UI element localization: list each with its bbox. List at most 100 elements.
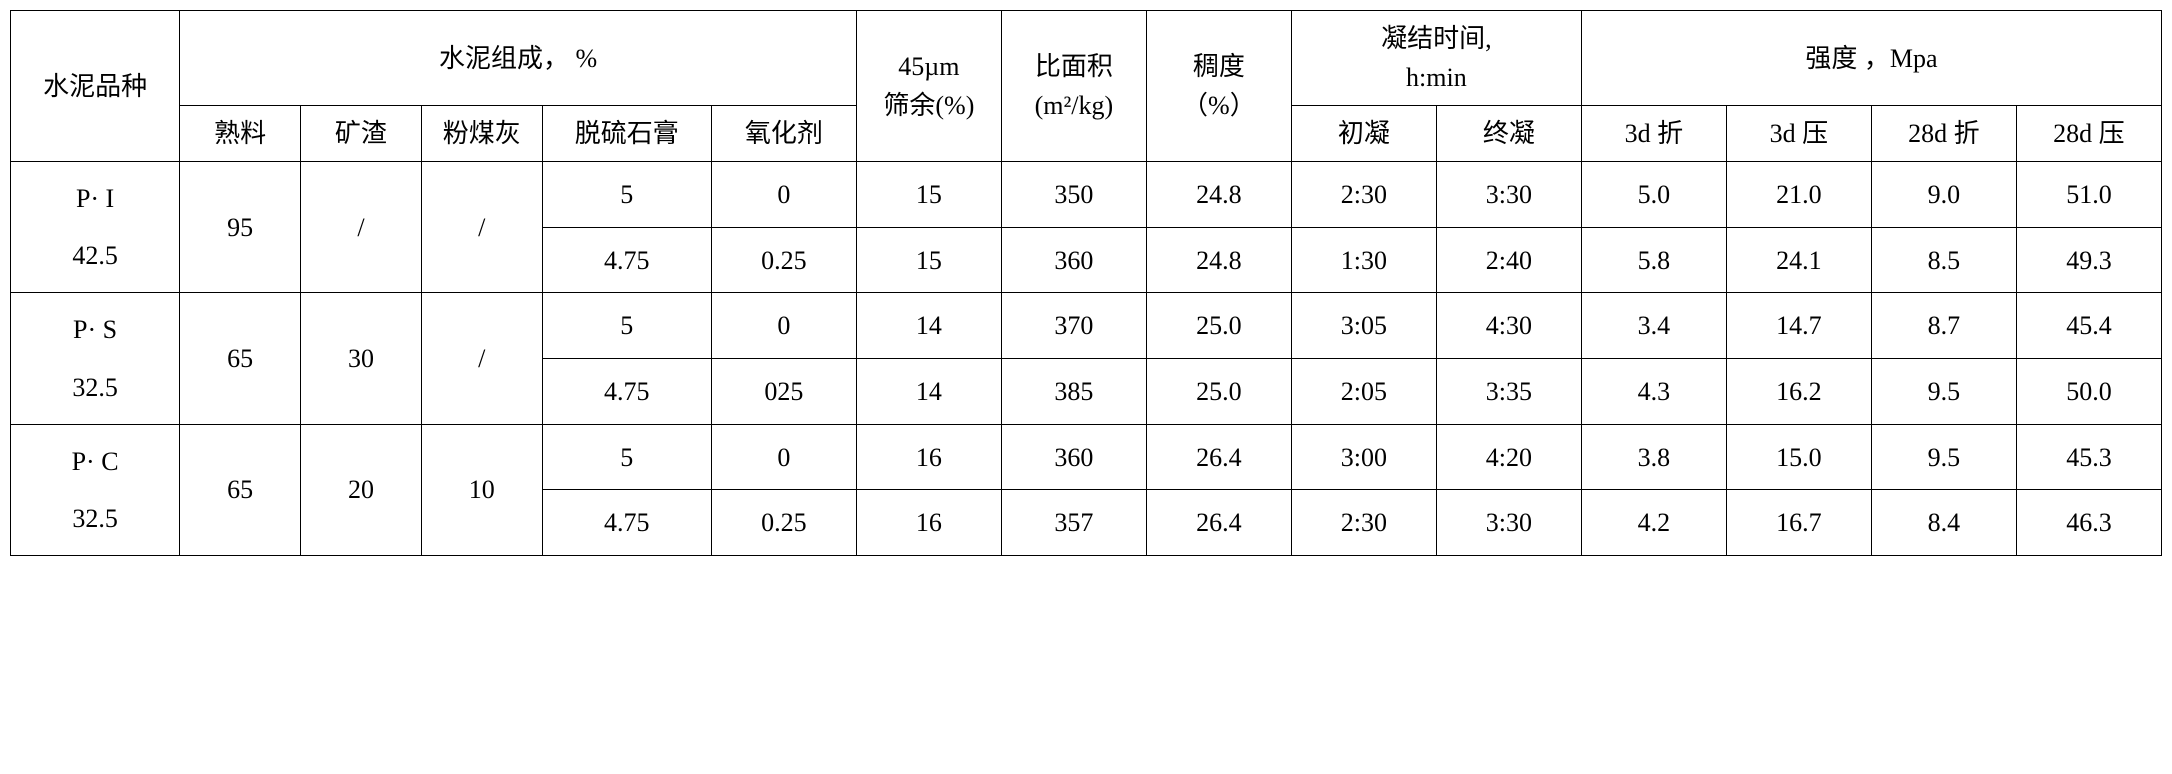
hdr-type: 水泥品种: [11, 11, 180, 162]
cell-oxid: 0.25: [711, 227, 856, 293]
cell-residue: 14: [856, 293, 1001, 359]
cell-c28: 50.0: [2016, 359, 2161, 425]
cell-slag: 30: [301, 293, 422, 424]
cell-final: 3:35: [1436, 359, 1581, 425]
cell-consist: 26.4: [1146, 424, 1291, 490]
cell-area: 350: [1001, 162, 1146, 228]
cell-init: 1:30: [1291, 227, 1436, 293]
cell-consist: 25.0: [1146, 359, 1291, 425]
cell-f28: 9.5: [1871, 424, 2016, 490]
cement-properties-table: 水泥品种 水泥组成， % 45µm筛余(%) 比面积(m²/kg) 稠度（%） …: [10, 10, 2162, 556]
hdr-consistency: 稠度（%）: [1146, 11, 1291, 162]
cell-cement-type: P· C32.5: [11, 424, 180, 555]
cell-final: 4:30: [1436, 293, 1581, 359]
cell-final: 2:40: [1436, 227, 1581, 293]
cell-area: 370: [1001, 293, 1146, 359]
cell-cement-type: P· I42.5: [11, 162, 180, 293]
cell-consist: 26.4: [1146, 490, 1291, 556]
cell-final: 3:30: [1436, 490, 1581, 556]
cell-c3: 16.2: [1726, 359, 1871, 425]
cell-oxid: 025: [711, 359, 856, 425]
cell-f3: 4.2: [1581, 490, 1726, 556]
cell-clinker: 65: [180, 293, 301, 424]
hdr-oxidizer: 氧化剂: [711, 106, 856, 162]
cell-gypsum: 4.75: [542, 359, 711, 425]
cell-init: 3:05: [1291, 293, 1436, 359]
cell-f3: 3.4: [1581, 293, 1726, 359]
cell-clinker: 95: [180, 162, 301, 293]
cell-final: 4:20: [1436, 424, 1581, 490]
cell-f28: 8.5: [1871, 227, 2016, 293]
cell-f28: 8.7: [1871, 293, 2016, 359]
table-row: P· I42.595//501535024.82:303:305.021.09.…: [11, 162, 2162, 228]
cell-consist: 25.0: [1146, 293, 1291, 359]
cell-gypsum: 5: [542, 424, 711, 490]
cell-final: 3:30: [1436, 162, 1581, 228]
hdr-gypsum: 脱硫石膏: [542, 106, 711, 162]
cell-area: 360: [1001, 227, 1146, 293]
cell-gypsum: 5: [542, 293, 711, 359]
hdr-flyash: 粉煤灰: [421, 106, 542, 162]
cell-area: 357: [1001, 490, 1146, 556]
cell-c3: 16.7: [1726, 490, 1871, 556]
cell-residue: 14: [856, 359, 1001, 425]
cell-c28: 51.0: [2016, 162, 2161, 228]
cell-init: 2:30: [1291, 162, 1436, 228]
table-row: P· S32.56530/501437025.03:054:303.414.78…: [11, 293, 2162, 359]
cell-residue: 16: [856, 490, 1001, 556]
cell-c28: 46.3: [2016, 490, 2161, 556]
hdr-slag: 矿渣: [301, 106, 422, 162]
cell-f3: 3.8: [1581, 424, 1726, 490]
cell-f28: 8.4: [1871, 490, 2016, 556]
cell-residue: 15: [856, 162, 1001, 228]
cell-cement-type: P· S32.5: [11, 293, 180, 424]
cell-consist: 24.8: [1146, 162, 1291, 228]
cell-init: 3:00: [1291, 424, 1436, 490]
cell-gypsum: 5: [542, 162, 711, 228]
cell-c3: 21.0: [1726, 162, 1871, 228]
cell-f3: 5.8: [1581, 227, 1726, 293]
cell-flyash: /: [421, 293, 542, 424]
table-row: P· C32.5652010501636026.43:004:203.815.0…: [11, 424, 2162, 490]
cell-area: 360: [1001, 424, 1146, 490]
cell-gypsum: 4.75: [542, 490, 711, 556]
hdr-28d-comp: 28d 压: [2016, 106, 2161, 162]
cell-c3: 14.7: [1726, 293, 1871, 359]
cell-gypsum: 4.75: [542, 227, 711, 293]
cell-area: 385: [1001, 359, 1146, 425]
hdr-3d-comp: 3d 压: [1726, 106, 1871, 162]
cell-slag: /: [301, 162, 422, 293]
cell-f28: 9.0: [1871, 162, 2016, 228]
cell-c28: 45.4: [2016, 293, 2161, 359]
hdr-area: 比面积(m²/kg): [1001, 11, 1146, 162]
cell-f28: 9.5: [1871, 359, 2016, 425]
hdr-residue: 45µm筛余(%): [856, 11, 1001, 162]
hdr-composition-group: 水泥组成， %: [180, 11, 857, 106]
cell-clinker: 65: [180, 424, 301, 555]
cell-f3: 5.0: [1581, 162, 1726, 228]
cell-consist: 24.8: [1146, 227, 1291, 293]
table-body: P· I42.595//501535024.82:303:305.021.09.…: [11, 162, 2162, 556]
cell-f3: 4.3: [1581, 359, 1726, 425]
cell-oxid: 0: [711, 293, 856, 359]
cell-residue: 15: [856, 227, 1001, 293]
cell-residue: 16: [856, 424, 1001, 490]
hdr-final-set: 终凝: [1436, 106, 1581, 162]
hdr-28d-flex: 28d 折: [1871, 106, 2016, 162]
cell-init: 2:30: [1291, 490, 1436, 556]
cell-slag: 20: [301, 424, 422, 555]
hdr-setting-group: 凝结时间,h:min: [1291, 11, 1581, 106]
cell-oxid: 0: [711, 162, 856, 228]
cell-c28: 45.3: [2016, 424, 2161, 490]
hdr-initial-set: 初凝: [1291, 106, 1436, 162]
cell-c3: 15.0: [1726, 424, 1871, 490]
hdr-3d-flex: 3d 折: [1581, 106, 1726, 162]
cell-c28: 49.3: [2016, 227, 2161, 293]
cell-flyash: 10: [421, 424, 542, 555]
cell-init: 2:05: [1291, 359, 1436, 425]
hdr-clinker: 熟料: [180, 106, 301, 162]
cell-oxid: 0.25: [711, 490, 856, 556]
header-row-1: 水泥品种 水泥组成， % 45µm筛余(%) 比面积(m²/kg) 稠度（%） …: [11, 11, 2162, 106]
hdr-strength-group: 强度 ，Mpa: [1581, 11, 2161, 106]
cell-oxid: 0: [711, 424, 856, 490]
